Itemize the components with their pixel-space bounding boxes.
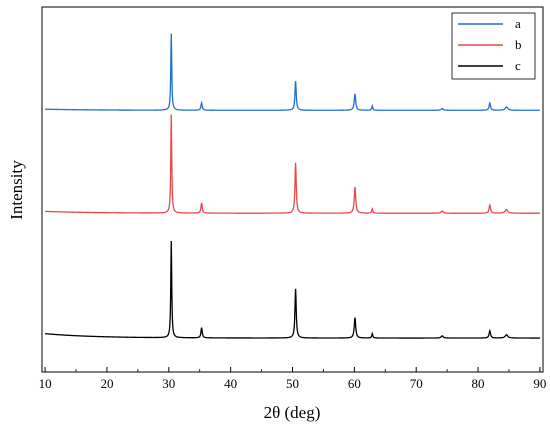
legend-label-b: b	[515, 37, 522, 52]
legend-label-a: a	[515, 16, 521, 31]
x-tick-label: 80	[472, 376, 485, 391]
y-axis-title: Intensity	[7, 160, 26, 220]
x-tick-label: 90	[533, 376, 546, 391]
x-tick-label: 70	[410, 376, 423, 391]
x-tick-label: 30	[162, 376, 175, 391]
legend-box	[451, 12, 536, 80]
series-line-b	[45, 114, 540, 214]
x-tick-label: 40	[224, 376, 237, 391]
legend: abc	[451, 12, 536, 80]
legend-label-c: c	[515, 58, 521, 73]
series-line-c	[45, 240, 540, 339]
x-axis-title: 2θ (deg)	[264, 403, 321, 422]
x-tick-label: 20	[100, 376, 113, 391]
series-lines	[45, 33, 540, 339]
series-line-a	[45, 33, 540, 111]
x-tick-label: 50	[286, 376, 299, 391]
x-axis-ticks: 10 20 30 40 50 60 70 80 90	[39, 367, 546, 391]
x-tick-label: 60	[348, 376, 361, 391]
x-tick-label: 10	[39, 376, 52, 391]
